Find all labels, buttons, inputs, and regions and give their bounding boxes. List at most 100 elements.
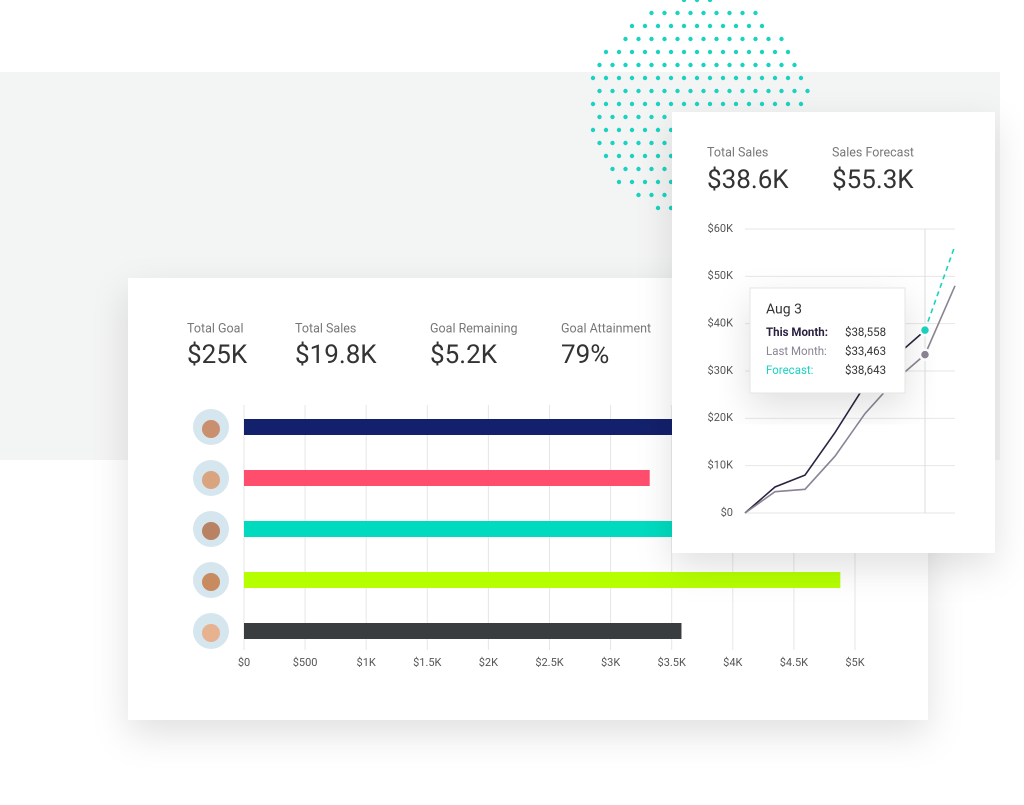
point-marker — [918, 323, 932, 337]
dot — [740, 88, 745, 94]
dot — [727, 36, 732, 42]
dot — [779, 36, 784, 42]
dot — [655, 153, 661, 159]
dot — [662, 88, 667, 94]
dot — [616, 153, 622, 159]
tooltip-title: Aug 3 — [766, 302, 802, 318]
dot — [688, 36, 693, 42]
dot — [733, 49, 739, 55]
dot — [681, 0, 687, 3]
bar — [244, 572, 841, 588]
dot — [655, 75, 661, 81]
dot — [785, 101, 791, 107]
dot — [655, 205, 661, 211]
dot — [733, 75, 739, 81]
x-tick-label: $500 — [293, 656, 318, 669]
dot — [759, 23, 765, 29]
dot — [688, 88, 693, 94]
dot — [727, 62, 732, 68]
dot — [629, 75, 635, 81]
point-marker — [918, 348, 932, 361]
dot — [668, 75, 674, 81]
tooltip — [749, 287, 906, 394]
dot — [642, 101, 648, 107]
dot — [746, 23, 752, 29]
x-tick-label: $3.5K — [658, 656, 686, 669]
y-tick-label: $0 — [721, 506, 733, 519]
y-tick-label: $10K — [708, 459, 734, 472]
dot — [623, 140, 628, 146]
dot — [662, 192, 667, 198]
dot — [714, 62, 719, 68]
dot — [655, 127, 661, 133]
dot — [590, 127, 596, 133]
dot — [668, 101, 674, 107]
dot — [707, 101, 713, 107]
kpi-label: Total Sales — [295, 321, 356, 336]
dot — [655, 101, 661, 107]
line-chart: Total Sales $38.6K Sales Forecast $55.3K $0 $… — [707, 145, 956, 519]
dot — [649, 88, 654, 94]
dot — [603, 75, 609, 81]
tooltip-value: $33,463 — [845, 344, 886, 358]
y-tick-label: $30K — [708, 364, 734, 377]
dot — [798, 101, 804, 107]
dot — [759, 101, 765, 107]
kpi-value: $5.2K — [430, 340, 498, 370]
dot — [668, 49, 674, 55]
kpi-value: 79% — [561, 340, 609, 370]
dot — [694, 49, 700, 55]
x-tick-label: $4.5K — [780, 656, 808, 669]
dot — [603, 101, 609, 107]
dot — [636, 192, 641, 198]
dot — [642, 23, 648, 29]
x-tick-label: $5K — [845, 656, 864, 669]
kpi-label: Total Goal — [187, 321, 244, 336]
avatar-face — [202, 522, 220, 540]
tooltip-value: $38,643 — [845, 363, 886, 377]
bar — [244, 419, 746, 435]
tooltip-value: $38,558 — [845, 325, 886, 339]
dot — [740, 62, 745, 68]
dot — [642, 49, 648, 55]
dot — [629, 23, 635, 29]
dot — [623, 36, 628, 42]
dot — [636, 166, 641, 172]
dot — [662, 36, 667, 42]
dot — [597, 62, 602, 68]
dot — [805, 88, 810, 94]
dot — [590, 101, 596, 107]
x-tick-label: $4K — [723, 656, 742, 669]
y-tick-label: $20K — [708, 411, 734, 424]
dot — [649, 114, 654, 120]
kpi-value: $19.8K — [295, 340, 377, 370]
dot — [610, 62, 615, 68]
x-tick-label: $1.5K — [413, 656, 441, 669]
dot — [629, 49, 635, 55]
dot — [766, 62, 771, 68]
dot — [720, 49, 726, 55]
dot — [668, 23, 674, 29]
dot — [785, 75, 791, 81]
dot — [727, 88, 732, 94]
dot — [772, 49, 778, 55]
x-tick-label: $3K — [601, 656, 620, 669]
dot — [694, 101, 700, 107]
dot — [655, 49, 661, 55]
tooltip-label: Forecast: — [766, 363, 814, 377]
dot — [753, 62, 758, 68]
bar-chart: Total Goal $25K Total Sales $19.8K Goal Rema… — [187, 321, 865, 669]
dot — [662, 140, 667, 146]
y-tick-label: $50K — [708, 269, 734, 282]
dot — [772, 101, 778, 107]
dot — [636, 140, 641, 146]
dot — [707, 75, 713, 81]
dot — [616, 101, 622, 107]
kpi-value: $38.6K — [707, 165, 789, 195]
dot — [746, 49, 752, 55]
dot — [701, 88, 706, 94]
dot — [642, 179, 648, 185]
dot — [597, 140, 602, 146]
dot — [649, 10, 654, 16]
